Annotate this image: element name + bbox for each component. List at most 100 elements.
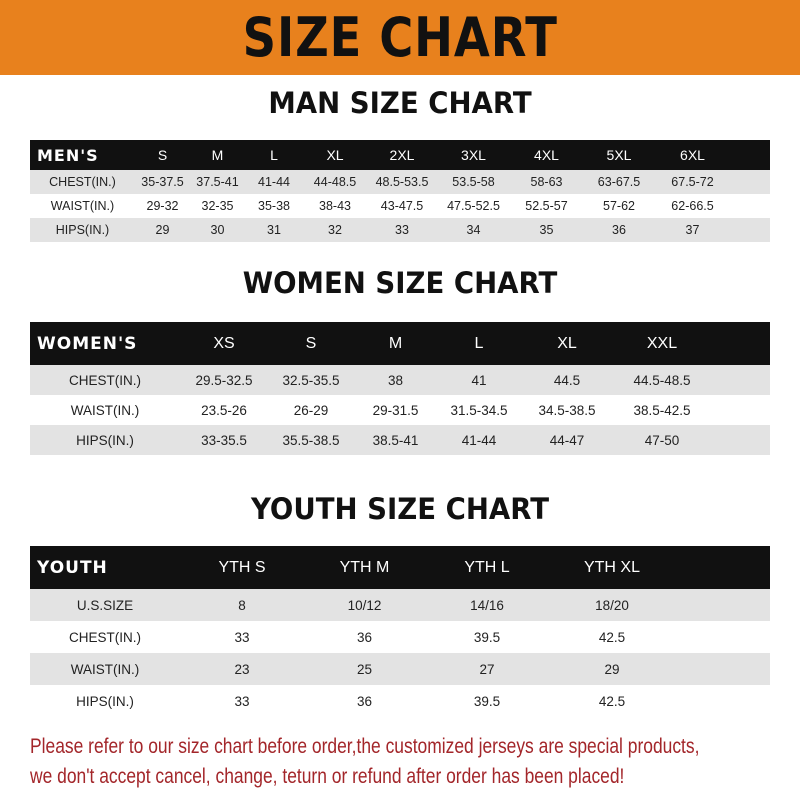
measurement-cell: 37.5-41 [196,175,239,189]
row-label-cell: CHEST(IN.) [69,372,141,388]
measurement-cell: 31 [267,223,281,237]
measurement-cell: 27 [479,661,495,677]
measurement-cell: 58-63 [530,175,563,189]
measurement-cell: 35-38 [258,199,290,213]
measurement-cell: 35-37.5 [141,175,184,189]
size-header-cell: 3XL [461,147,486,163]
women-section-title: WOMEN SIZE CHART [242,266,558,300]
measurement-cell: 42.5 [598,693,626,709]
size-header-cell: S [157,147,168,163]
measurement-cell: 35.5-38.5 [282,432,340,448]
measurement-cell: 33-35.5 [201,432,247,448]
measurement-cell: 57-62 [603,199,635,213]
measurement-cell: 53.5-58 [452,175,495,189]
size-header-cell: YTH S [218,558,266,576]
measurement-cell: 41 [471,372,487,388]
row-label-cell: HIPS(IN.) [55,223,110,237]
row-label-cell: HIPS(IN.) [76,693,134,709]
measurement-cell: 43-47.5 [380,199,424,213]
women-size-table: WOMEN'S XS S M L XL XXL CHEST(IN.) 29.5-32.5 32.5… [30,322,770,455]
measurement-cell: 42.5 [598,629,626,645]
measurement-cell: 63-67.5 [597,175,641,189]
youth-section-title: YOUTH SIZE CHART [250,492,550,526]
size-header-cell: L [474,334,484,352]
measurement-cell: 29-31.5 [372,402,419,418]
youth-size-table: YOUTH YTH S YTH M YTH L YTH XL U.S.SIZE 8 10/12… [30,546,770,717]
measurement-cell: 29.5-32.5 [195,372,253,388]
row-label-cell: WAIST(IN.) [70,402,140,418]
measurement-cell: 33 [395,223,409,237]
measurement-cell: 32 [328,223,342,237]
measurement-cell: 32.5-35.5 [282,372,340,388]
row-label-cell: CHEST(IN.) [69,629,141,645]
size-header-cell: XXL [646,334,678,352]
size-header-cell: M [388,334,403,352]
measurement-cell: 38.5-41 [372,432,419,448]
size-header-cell: 2XL [389,147,415,163]
measurement-cell: 44-48.5 [313,175,357,189]
measurement-cell: 36 [356,693,373,709]
title-banner: SIZE CHART [0,0,800,75]
men-size-table: MEN'S S M L XL 2XL 3XL 4XL 5XL 6XL CHEST(IN.) 35-37… [30,140,770,242]
measurement-cell: 52.5-57 [525,199,568,213]
measurement-cell: 18/20 [595,597,629,613]
measurement-cell: 67.5-72 [671,175,714,189]
table-title-cell: YOUTH [37,557,108,578]
measurement-cell: 25 [356,661,373,677]
measurement-cell: 41-44 [258,175,290,189]
measurement-cell: 44.5 [553,372,581,388]
size-header-cell: XL [557,334,577,352]
table-header-row: YOUTH YTH S YTH M YTH L YTH XL [30,546,770,589]
measurement-cell: 26-29 [293,402,329,418]
measurement-cell: 31.5-34.5 [450,402,508,418]
table-row: WAIST(IN.) 23 25 27 29 [30,653,770,685]
measurement-cell: 29 [604,661,620,677]
size-header-cell: XL [326,147,344,163]
measurement-cell: 29-32 [146,199,179,213]
table-row: HIPS(IN.) 33 36 39.5 42.5 [30,685,770,717]
measurement-cell: 38-43 [319,199,351,213]
men-section-title: MAN SIZE CHART [268,86,532,120]
size-header-cell: S [305,334,317,352]
measurement-cell: 39.5 [473,629,501,645]
size-header-cell: YTH M [339,558,390,576]
measurement-cell: 38 [387,372,404,388]
size-header-cell: XS [213,334,235,352]
measurement-cell: 35 [539,223,554,237]
order-notice-line-2: we don't accept cancel, change, teturn o… [30,765,625,788]
measurement-cell: 30 [210,223,225,237]
row-label-cell: CHEST(IN.) [49,175,116,189]
table-row: CHEST(IN.) 35-37.5 37.5-41 41-44 44-48.5 48.5… [30,170,770,194]
measurement-cell: 37 [685,223,700,237]
measurement-cell: 38.5-42.5 [633,402,691,418]
order-notice-line-1: Please refer to our size chart before or… [30,735,700,758]
measurement-cell: 14/16 [470,597,504,613]
size-header-cell: M [211,147,224,163]
row-label-cell: WAIST(IN.) [50,199,115,213]
measurement-cell: 48.5-53.5 [375,175,429,189]
measurement-cell: 32-35 [201,199,234,213]
measurement-cell: 36 [612,223,626,237]
table-row: WAIST(IN.) 29-32 32-35 35-38 38-43 43-47.5 47.… [30,194,770,218]
table-title-cell: MEN'S [37,145,99,165]
size-header-cell: YTH L [464,558,510,576]
table-row: U.S.SIZE 8 10/12 14/16 18/20 [30,589,770,621]
measurement-cell: 47-50 [644,432,680,448]
measurement-cell: 34.5-38.5 [538,402,596,418]
size-header-cell: L [270,147,278,163]
measurement-cell: 23 [234,661,250,677]
table-row: CHEST(IN.) 29.5-32.5 32.5-35.5 38 41 44.5 44.5… [30,365,770,395]
measurement-cell: 47.5-52.5 [447,199,500,213]
table-row: CHEST(IN.) 33 36 39.5 42.5 [30,621,770,653]
measurement-cell: 44-47 [549,432,585,448]
measurement-cell: 44.5-48.5 [633,372,691,388]
table-row: HIPS(IN.) 33-35.5 35.5-38.5 38.5-41 41-44 44-… [30,425,770,455]
size-header-cell: YTH XL [583,558,640,576]
table-row: HIPS(IN.) 29 30 31 32 33 34 35 36 37 [30,218,770,242]
measurement-cell: 39.5 [473,693,501,709]
page-title: SIZE CHART [242,6,558,69]
table-row: WAIST(IN.) 23.5-26 26-29 29-31.5 31.5-34.5 34… [30,395,770,425]
measurement-cell: 10/12 [347,597,382,613]
measurement-cell: 36 [356,629,373,645]
row-label-cell: WAIST(IN.) [70,661,140,677]
